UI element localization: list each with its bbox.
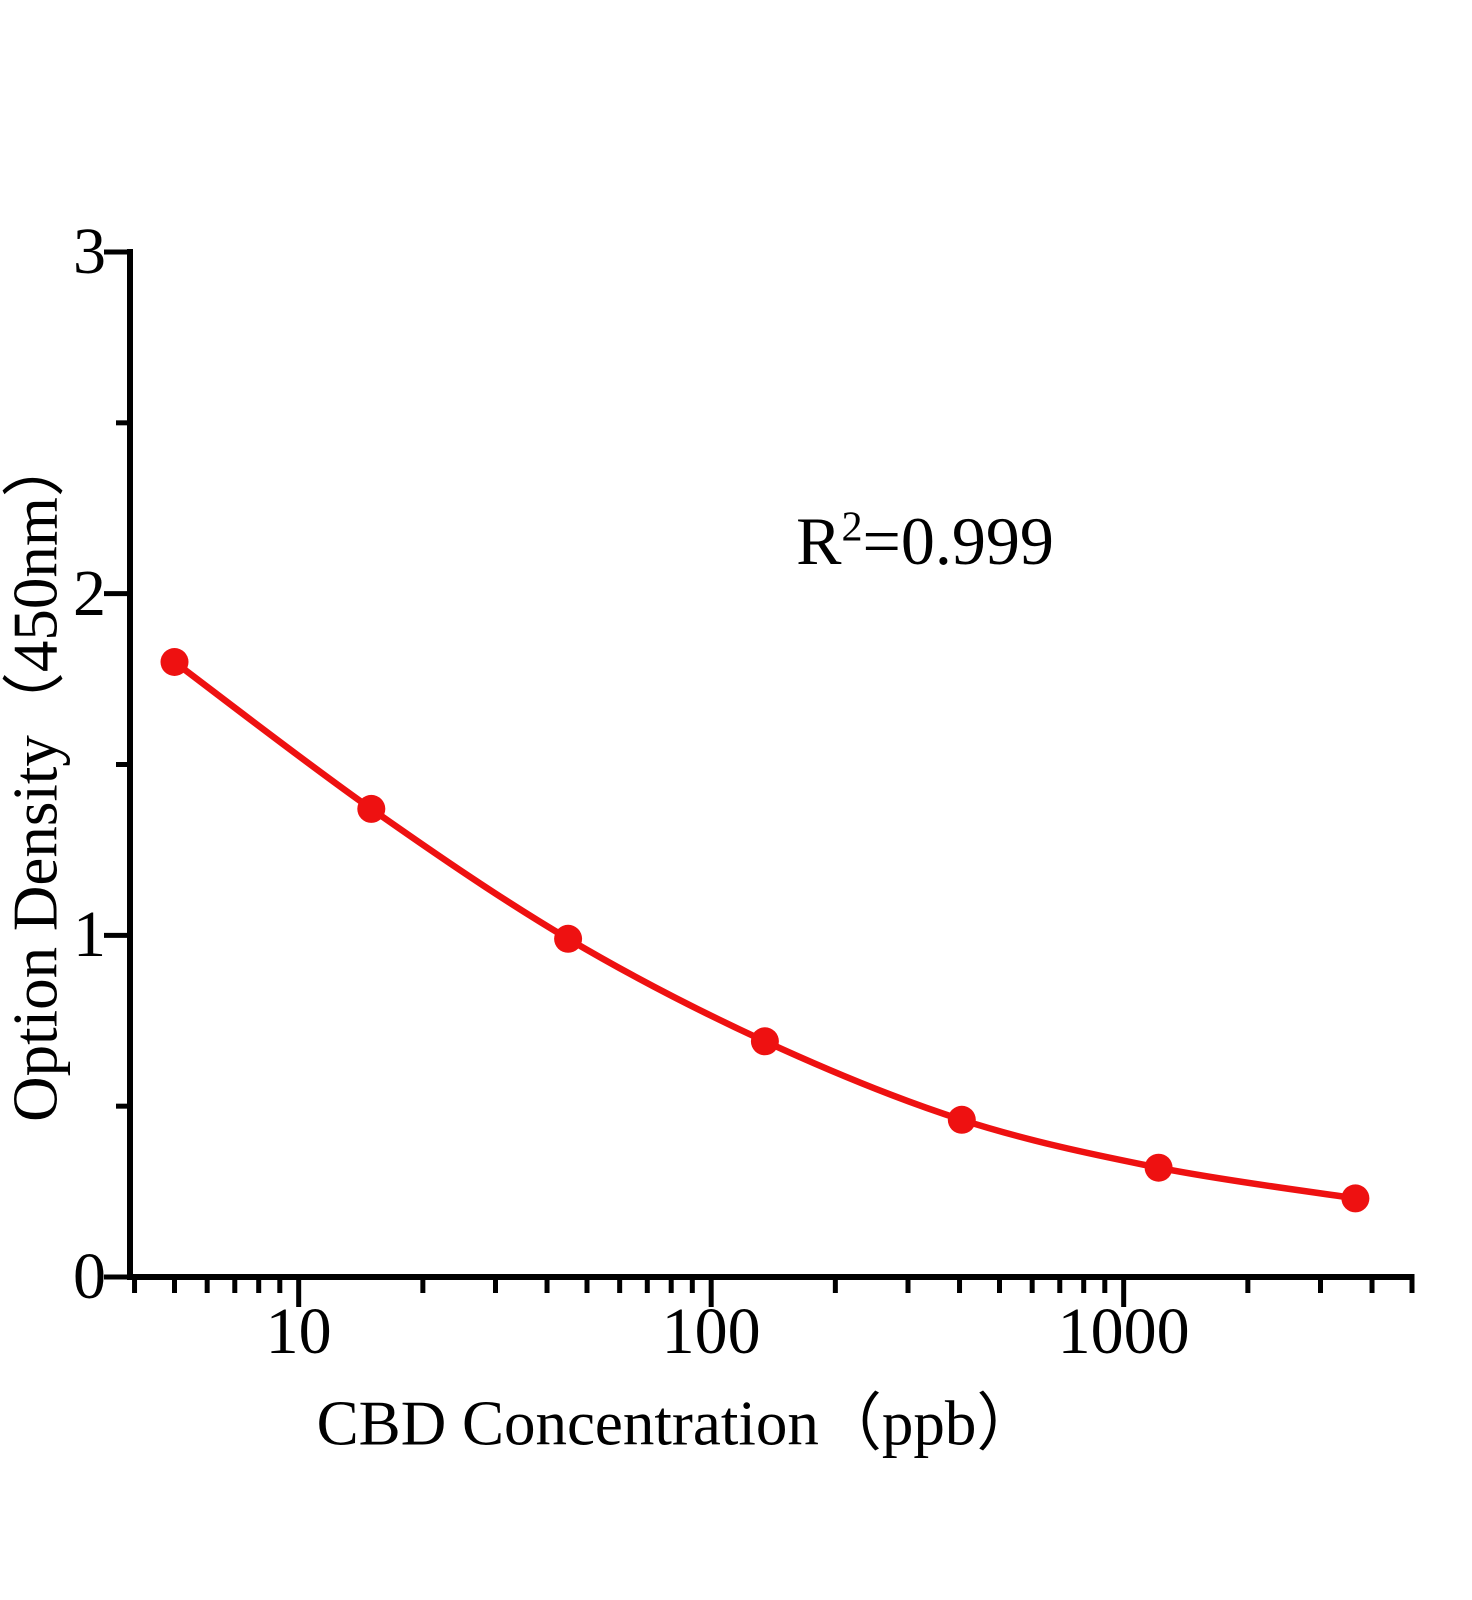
- data-point-marker: [750, 1027, 779, 1056]
- r-squared-value: =0.999: [862, 503, 1054, 579]
- data-point-marker: [1341, 1184, 1370, 1213]
- r-squared-annotation: R2=0.999: [796, 506, 1054, 575]
- x-tick-label-10: 10: [265, 1295, 332, 1368]
- y-tick-label-3: 3: [73, 215, 106, 288]
- standard-curve-line: [171, 658, 1359, 1202]
- y-tick-label-0: 0: [73, 1240, 106, 1313]
- y-tick-label-1: 1: [73, 898, 106, 972]
- y-tick-label-2: 2: [73, 556, 106, 630]
- data-point-marker: [947, 1105, 976, 1134]
- r-squared-base: R: [796, 503, 842, 579]
- data-point-marker: [554, 924, 583, 953]
- data-point-marker: [1144, 1153, 1173, 1182]
- data-point-marker: [160, 648, 189, 676]
- data-point-marker: [357, 794, 386, 823]
- x-tick-label-1000: 1000: [1057, 1295, 1190, 1368]
- x-axis-title: CBD Concentration（ppb）: [316, 1388, 1040, 1459]
- x-tick-label-100: 100: [661, 1295, 761, 1368]
- y-axis-title: Option Density（450nm）: [0, 434, 71, 1122]
- r-squared-exponent: 2: [841, 503, 863, 551]
